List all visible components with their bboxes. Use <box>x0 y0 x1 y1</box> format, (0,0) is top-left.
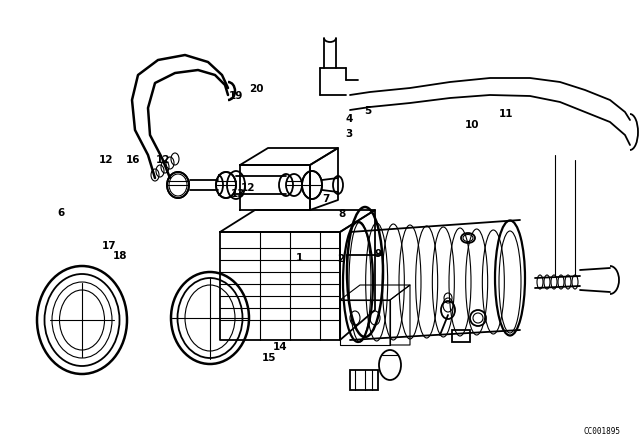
Text: 7: 7 <box>323 194 330 204</box>
Text: 12: 12 <box>241 183 255 193</box>
Text: 9: 9 <box>374 249 381 259</box>
Text: 18: 18 <box>113 251 127 261</box>
Bar <box>452 330 470 342</box>
Text: 20: 20 <box>249 84 263 94</box>
Text: CC001895: CC001895 <box>583 427 620 436</box>
Text: 12: 12 <box>156 155 170 165</box>
Text: 15: 15 <box>262 353 276 363</box>
Text: 10: 10 <box>465 121 479 130</box>
Text: 3: 3 <box>345 129 353 139</box>
Text: 16: 16 <box>126 155 140 165</box>
Text: 1: 1 <box>296 253 303 263</box>
Text: 6: 6 <box>57 208 65 218</box>
Text: 13: 13 <box>231 189 245 198</box>
Text: 11: 11 <box>499 109 513 119</box>
Text: 4: 4 <box>345 114 353 124</box>
Text: 8: 8 <box>339 209 346 219</box>
Text: 2: 2 <box>337 254 344 264</box>
Text: 17: 17 <box>102 241 116 250</box>
Text: 14: 14 <box>273 342 287 352</box>
Text: 5: 5 <box>364 106 372 116</box>
Text: 19: 19 <box>228 91 243 101</box>
Text: 12: 12 <box>99 155 113 165</box>
Bar <box>350 370 378 390</box>
